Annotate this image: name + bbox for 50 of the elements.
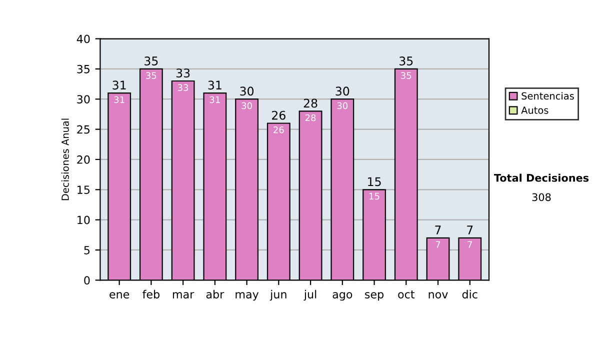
data-label: 35: [401, 72, 412, 79]
y-tick-label: 5: [84, 246, 90, 254]
x-tick-label: jun: [270, 290, 286, 301]
x-tick-label: jul: [304, 290, 316, 301]
data-label: 15: [370, 192, 380, 200]
total-label: 26: [272, 110, 286, 120]
data-label: 7: [468, 241, 472, 248]
total-label: 30: [336, 86, 350, 96]
y-tick-label: 0: [84, 276, 90, 285]
x-tick-label: ene: [110, 292, 130, 298]
total-label: 31: [208, 80, 222, 90]
total-label: 35: [144, 56, 158, 66]
y-tick-label: 25: [77, 125, 90, 134]
text: 308: [532, 193, 551, 202]
y-tick-label: 10: [78, 216, 90, 224]
total-label: 7: [467, 226, 473, 234]
x-tick-label: dic: [462, 290, 478, 298]
x-tick-label: abr: [206, 290, 224, 298]
x-tick-label: ago: [332, 292, 352, 301]
total-label: 33: [176, 68, 190, 78]
x-tick-label: mar: [172, 292, 194, 298]
legend-label: Sentencias: [522, 92, 574, 100]
y-axis-title: Decisiones Anual: [61, 118, 69, 200]
data-label: 33: [178, 84, 188, 92]
x-tick-label: feb: [142, 290, 160, 298]
data-label: 7: [436, 241, 440, 248]
data-label: 31: [210, 96, 220, 104]
y-tick-label: 30: [77, 95, 90, 104]
total-label: 31: [112, 80, 126, 90]
total-label: 28: [304, 98, 318, 108]
text: Total Decisiones: [494, 174, 589, 182]
data-label: 26: [274, 126, 284, 134]
data-label: 30: [337, 102, 348, 110]
x-tick-label: sep: [365, 292, 384, 301]
data-label: 30: [242, 102, 252, 110]
y-tick-label: 15: [78, 186, 90, 194]
data-label: 35: [146, 72, 156, 79]
y-tick-label: 40: [76, 34, 90, 44]
y-tick-label: 20: [77, 155, 90, 164]
total-label: 30: [240, 86, 254, 96]
y-tick-label: 35: [77, 64, 90, 74]
total-label: 7: [435, 226, 441, 234]
data-label: 31: [114, 96, 124, 104]
x-tick-label: oct: [398, 290, 415, 298]
x-tick-label: may: [236, 292, 259, 301]
legend-label: Autos: [521, 106, 548, 114]
total-label: 15: [368, 177, 381, 186]
x-tick-label: nov: [428, 292, 448, 298]
data-label: 28: [305, 114, 316, 122]
total-label: 35: [400, 56, 413, 66]
